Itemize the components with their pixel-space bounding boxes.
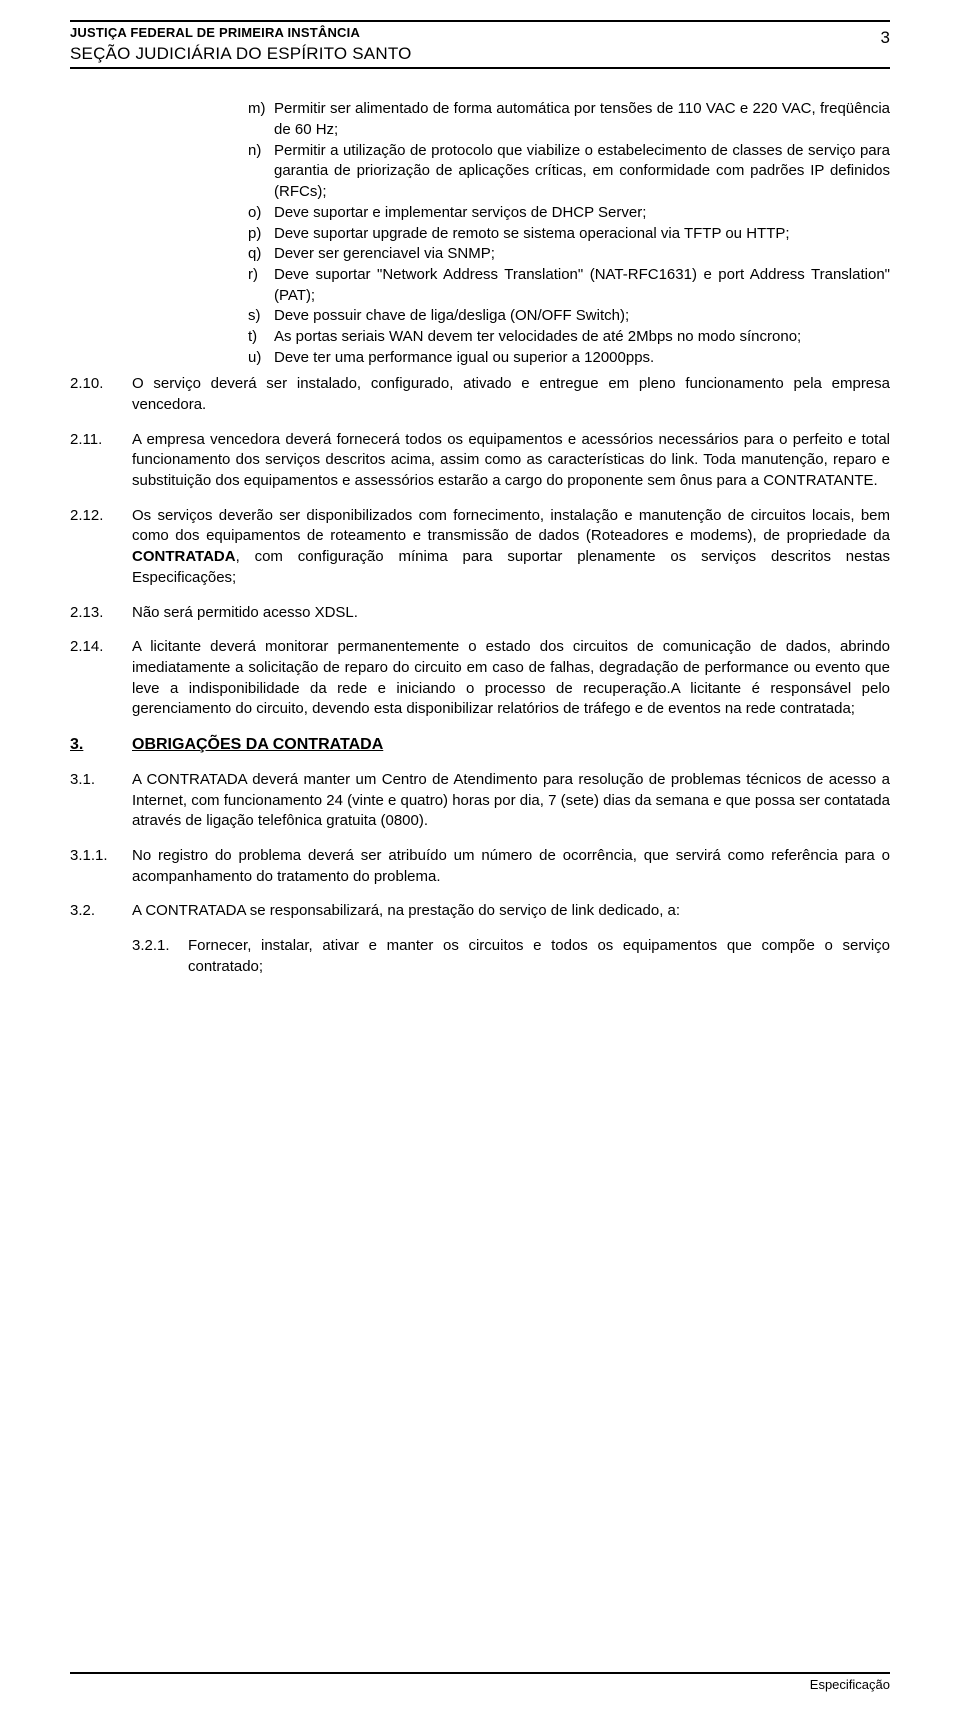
alpha-label: q) xyxy=(248,244,274,265)
clause-3-1: 3.1. A CONTRATADA deverá manter um Centr… xyxy=(70,770,890,832)
alpha-item: s) Deve possuir chave de liga/desliga (O… xyxy=(248,306,890,327)
alpha-label: o) xyxy=(248,203,274,224)
alpha-label: s) xyxy=(248,306,274,327)
alpha-item: u) Deve ter uma performance igual ou sup… xyxy=(248,348,890,369)
alpha-text: Deve ter uma performance igual ou superi… xyxy=(274,348,890,369)
clause-label: 2.14. xyxy=(70,637,132,720)
clause-text-bold: CONTRATADA xyxy=(132,548,236,565)
clause-text: Fornecer, instalar, ativar e manter os c… xyxy=(188,936,890,977)
clause-2-14: 2.14. A licitante deverá monitorar perma… xyxy=(70,637,890,720)
alpha-label: r) xyxy=(248,265,274,306)
clause-label: 2.12. xyxy=(70,506,132,589)
clause-3-1-1: 3.1.1. No registro do problema deverá se… xyxy=(70,846,890,887)
clause-2-11: 2.11. A empresa vencedora deverá fornece… xyxy=(70,430,890,492)
clause-text: Os serviços deverão ser disponibilizados… xyxy=(132,506,890,589)
clause-text: A CONTRATADA se responsabilizará, na pre… xyxy=(132,901,890,922)
clause-text-pre: Os serviços deverão ser disponibilizados… xyxy=(132,507,890,545)
alpha-text: Permitir ser alimentado de forma automát… xyxy=(274,99,890,140)
alpha-item: q) Dever ser gerenciavel via SNMP; xyxy=(248,244,890,265)
alpha-text: Dever ser gerenciavel via SNMP; xyxy=(274,244,890,265)
footer-text: Especificação xyxy=(810,1677,890,1692)
page-footer: Especificação xyxy=(70,1672,890,1694)
clause-text: Não será permitido acesso XDSL. xyxy=(132,603,890,624)
alpha-item: m) Permitir ser alimentado de forma auto… xyxy=(248,99,890,140)
alpha-label: p) xyxy=(248,224,274,245)
clause-2-13: 2.13. Não será permitido acesso XDSL. xyxy=(70,603,890,624)
clause-2-10: 2.10. O serviço deverá ser instalado, co… xyxy=(70,374,890,415)
alpha-label: m) xyxy=(248,99,274,140)
clause-label: 2.13. xyxy=(70,603,132,624)
clause-3-2: 3.2. A CONTRATADA se responsabilizará, n… xyxy=(70,901,890,922)
document-page: JUSTIÇA FEDERAL DE PRIMEIRA INSTÂNCIA SE… xyxy=(0,0,960,1712)
clause-label: 3.2.1. xyxy=(132,936,188,977)
header-court: JUSTIÇA FEDERAL DE PRIMEIRA INSTÂNCIA xyxy=(70,24,890,42)
alpha-label: n) xyxy=(248,141,274,203)
alpha-item: t) As portas seriais WAN devem ter veloc… xyxy=(248,327,890,348)
clause-label: 3.2. xyxy=(70,901,132,922)
alpha-text: Deve possuir chave de liga/desliga (ON/O… xyxy=(274,306,890,327)
alpha-label: t) xyxy=(248,327,274,348)
alpha-item: o) Deve suportar e implementar serviços … xyxy=(248,203,890,224)
alpha-text: Permitir a utilização de protocolo que v… xyxy=(274,141,890,203)
alpha-item: r) Deve suportar "Network Address Transl… xyxy=(248,265,890,306)
page-number: 3 xyxy=(881,26,890,49)
clause-text: A licitante deverá monitorar permanentem… xyxy=(132,637,890,720)
header-section: SEÇÃO JUDICIÁRIA DO ESPÍRITO SANTO xyxy=(70,42,890,65)
alpha-list: m) Permitir ser alimentado de forma auto… xyxy=(70,99,890,368)
clause-text-post: , com configuração mínima para suportar … xyxy=(132,548,890,586)
clause-text: O serviço deverá ser instalado, configur… xyxy=(132,374,890,415)
section-label: 3. xyxy=(70,734,132,756)
alpha-label: u) xyxy=(248,348,274,369)
clause-label: 3.1.1. xyxy=(70,846,132,887)
page-content: m) Permitir ser alimentado de forma auto… xyxy=(70,69,890,977)
page-header: JUSTIÇA FEDERAL DE PRIMEIRA INSTÂNCIA SE… xyxy=(70,20,890,69)
section-3-heading: 3. OBRIGAÇÕES DA CONTRATADA xyxy=(70,734,890,756)
alpha-text: Deve suportar e implementar serviços de … xyxy=(274,203,890,224)
section-title: OBRIGAÇÕES DA CONTRATADA xyxy=(132,734,383,756)
clause-3-2-1: 3.2.1. Fornecer, instalar, ativar e mant… xyxy=(70,936,890,977)
clause-label: 2.10. xyxy=(70,374,132,415)
alpha-text: As portas seriais WAN devem ter velocida… xyxy=(274,327,890,348)
clause-text: A empresa vencedora deverá fornecerá tod… xyxy=(132,430,890,492)
alpha-text: Deve suportar "Network Address Translati… xyxy=(274,265,890,306)
clause-2-12: 2.12. Os serviços deverão ser disponibil… xyxy=(70,506,890,589)
clause-label: 2.11. xyxy=(70,430,132,492)
alpha-text: Deve suportar upgrade de remoto se siste… xyxy=(274,224,890,245)
alpha-item: n) Permitir a utilização de protocolo qu… xyxy=(248,141,890,203)
clause-label: 3.1. xyxy=(70,770,132,832)
clause-text: No registro do problema deverá ser atrib… xyxy=(132,846,890,887)
alpha-item: p) Deve suportar upgrade de remoto se si… xyxy=(248,224,890,245)
clause-text: A CONTRATADA deverá manter um Centro de … xyxy=(132,770,890,832)
